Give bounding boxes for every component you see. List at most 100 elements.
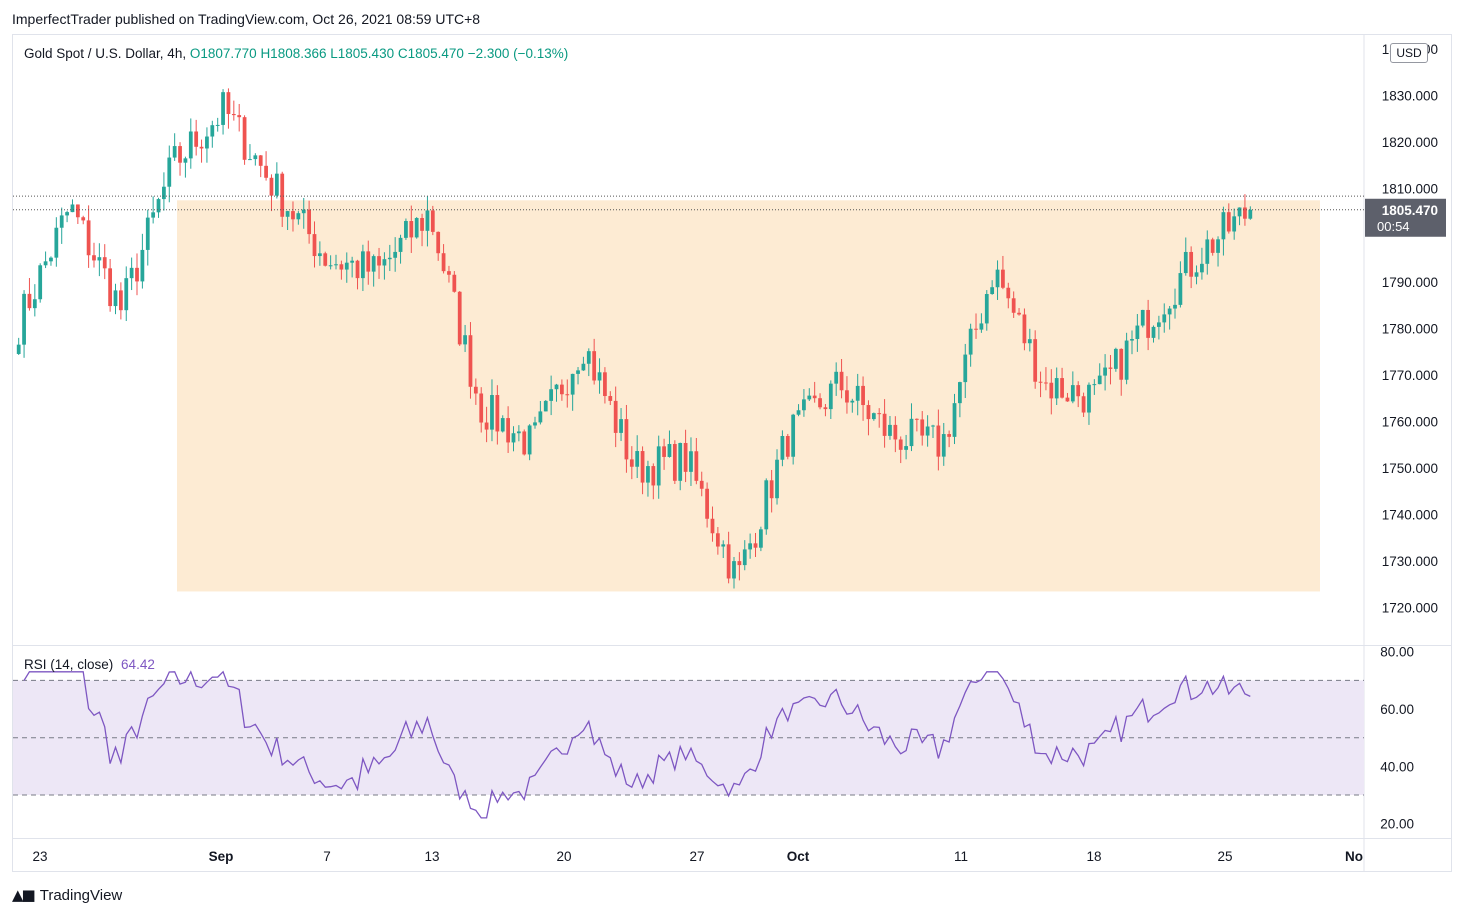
price-tick-label: 1820.000 <box>1382 135 1438 150</box>
tradingview-logo[interactable]: ▲■ TradingView <box>12 886 122 904</box>
candle-body <box>667 444 672 457</box>
candle-body <box>398 237 403 252</box>
candle-body <box>1216 239 1220 253</box>
candle-body <box>500 418 505 432</box>
candle-body <box>285 211 290 217</box>
time-tick-label: 18 <box>1086 849 1101 864</box>
candle-body <box>129 267 134 279</box>
candle-body <box>995 269 1000 288</box>
candle-body <box>452 274 457 292</box>
candle-body <box>479 393 484 423</box>
candle-body <box>543 400 548 412</box>
candle-body <box>242 117 247 160</box>
candle-body <box>1097 375 1102 385</box>
currency-badge[interactable]: USD <box>1390 43 1428 63</box>
candle-body <box>958 382 962 404</box>
candle-body <box>764 480 769 530</box>
candle-body <box>802 399 806 411</box>
candle-body <box>463 335 467 345</box>
candle-body <box>1087 384 1091 413</box>
symbol-label[interactable]: Gold Spot / U.S. Dollar, 4h, <box>24 46 187 61</box>
candle-body <box>947 434 952 437</box>
candle-body <box>205 136 209 149</box>
candle-body <box>430 210 435 232</box>
candle-body <box>506 418 510 443</box>
candle-body <box>102 257 107 269</box>
candle-body <box>882 413 887 436</box>
candle-body <box>75 204 80 218</box>
candle-body <box>1022 314 1027 344</box>
candle-body <box>59 215 64 228</box>
candle-body <box>807 395 812 400</box>
candle-body <box>334 264 338 266</box>
time-tick-label: No <box>1345 849 1363 864</box>
candle-body <box>651 466 656 486</box>
candle-body <box>1130 339 1134 341</box>
candle-body <box>1156 322 1161 327</box>
candle-body <box>624 419 629 460</box>
rsi-label: RSI (14, close) <box>24 657 114 672</box>
candle-body <box>1135 325 1140 340</box>
candle-body <box>1081 396 1086 413</box>
candle-body <box>317 253 322 257</box>
time-tick-label: 7 <box>323 849 331 864</box>
price-legend: Gold Spot / U.S. Dollar, 4h, O1807.770 H… <box>24 46 568 61</box>
candle-body <box>1049 382 1054 399</box>
price-tick-label: 1740.000 <box>1382 508 1438 523</box>
candle-body <box>274 173 279 196</box>
rsi-tick-label: 80.00 <box>1380 645 1414 660</box>
candle-body <box>210 125 215 137</box>
candle-body <box>307 209 311 235</box>
candle-body <box>570 373 575 395</box>
candle-body <box>221 92 225 125</box>
candle-body <box>909 418 914 447</box>
candle-body <box>490 395 494 430</box>
candle-body <box>1237 207 1242 217</box>
candle-body <box>1038 381 1043 383</box>
candle-body <box>1092 384 1097 386</box>
candle-body <box>1146 309 1151 338</box>
candle-body <box>560 384 564 395</box>
change-value: −2.300 (−0.13%) <box>467 46 569 61</box>
candle-body <box>586 351 591 364</box>
candle-body <box>1226 212 1231 232</box>
price-tick-label: 1790.000 <box>1382 275 1438 290</box>
candle-body <box>484 422 489 430</box>
time-tick-label: 20 <box>556 849 571 864</box>
candle-body <box>1189 251 1194 277</box>
candle-body <box>49 257 53 262</box>
candle-body <box>592 351 597 381</box>
rsi-legend[interactable]: RSI (14, close) 64.42 <box>24 657 155 672</box>
open-value: O1807.770 <box>189 46 257 61</box>
candle-body <box>791 414 796 457</box>
candle-body <box>683 442 688 472</box>
candle-body <box>387 257 392 260</box>
last-price-label: 1805.470 <box>1382 203 1438 218</box>
candle-body <box>699 480 704 489</box>
candle-body <box>662 446 666 457</box>
candle-body <box>920 419 925 436</box>
candle-body <box>92 255 96 261</box>
price-tick-label: 1810.000 <box>1382 182 1438 197</box>
price-tick-label: 1760.000 <box>1382 414 1438 429</box>
candle-body <box>1140 309 1145 326</box>
candle-body <box>124 278 129 311</box>
candle-body <box>350 260 355 263</box>
candle-body <box>22 293 26 345</box>
candle-body <box>361 251 365 279</box>
candle-body <box>689 451 693 472</box>
candle-body <box>780 436 785 460</box>
candle-body <box>441 253 446 272</box>
time-tick-label: 11 <box>954 849 968 864</box>
candle-body <box>1103 367 1107 376</box>
candle-body <box>231 114 236 116</box>
candle-body <box>597 372 602 381</box>
candle-body <box>608 396 613 401</box>
candle-body <box>533 422 537 426</box>
candle-body <box>828 383 833 410</box>
candle-body <box>979 323 984 330</box>
candle-body <box>108 268 113 307</box>
candle-body <box>769 480 774 499</box>
time-tick-label: 13 <box>424 849 439 864</box>
